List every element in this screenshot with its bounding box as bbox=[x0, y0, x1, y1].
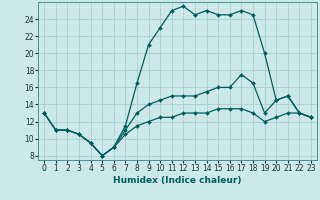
X-axis label: Humidex (Indice chaleur): Humidex (Indice chaleur) bbox=[113, 176, 242, 185]
